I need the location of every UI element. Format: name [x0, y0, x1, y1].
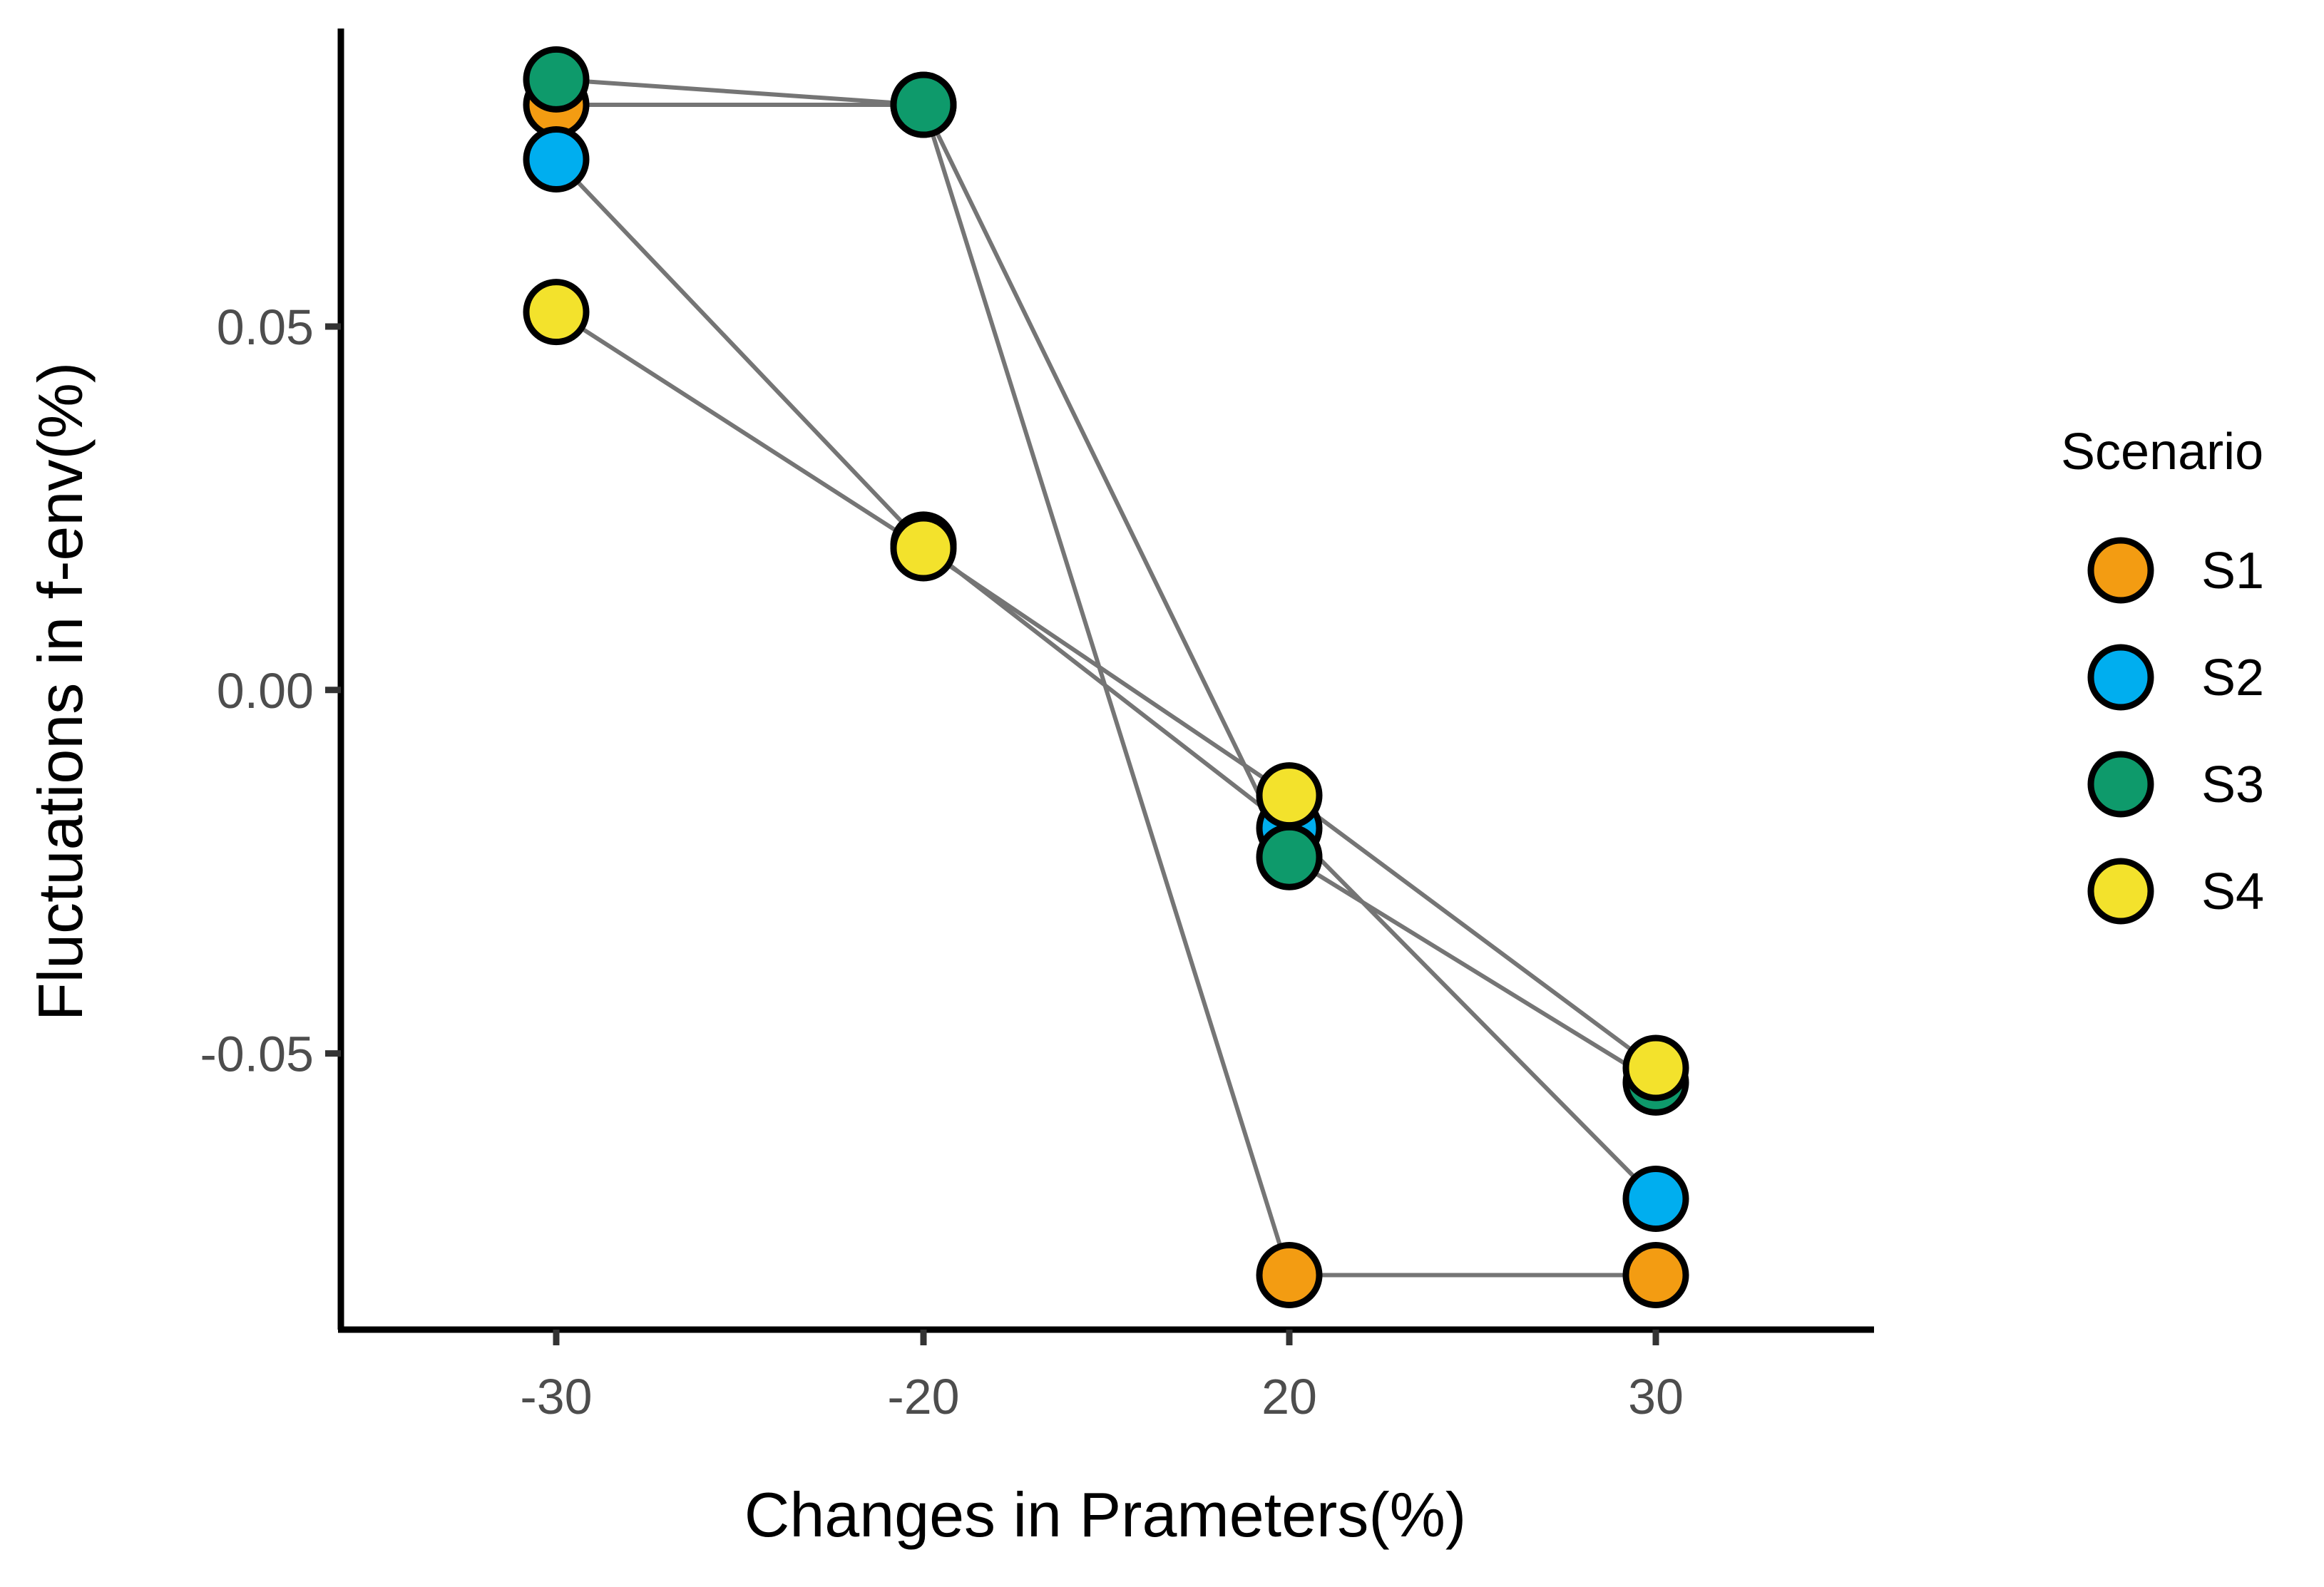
- x-tick-label: -20: [887, 1369, 959, 1424]
- data-point-s2: [1622, 1165, 1689, 1232]
- y-axis-title: Fluctuations in f-env(%): [25, 362, 96, 1021]
- y-tick-label: 0.05: [217, 299, 314, 355]
- x-tick-label: 20: [1261, 1369, 1317, 1424]
- data-point-s4: [1256, 762, 1323, 829]
- y-tick-label: -0.05: [200, 1027, 314, 1082]
- legend: Scenario S1 S2 S3 S4: [2061, 423, 2264, 925]
- data-point-s2: [523, 126, 590, 193]
- x-axis-title: Changes in Prameters(%): [744, 1479, 1466, 1550]
- series-line-s1: [556, 103, 1656, 1278]
- x-tick-label: 30: [1628, 1369, 1684, 1424]
- legend-label-s1: S1: [2201, 543, 2264, 600]
- data-point-s4: [523, 279, 590, 346]
- axes: 0.05 0.00 -0.05 -30 -20 20 30: [200, 29, 1874, 1424]
- legend-key-s1: [2087, 537, 2154, 604]
- legend-key-s2: [2087, 644, 2154, 711]
- data-point-s3: [890, 71, 957, 138]
- data-point-s1: [1256, 1242, 1323, 1309]
- series-line-s3: [556, 77, 1657, 1084]
- legend-label-s3: S3: [2201, 756, 2264, 813]
- plot-area: [523, 46, 1689, 1309]
- data-point-s3: [523, 46, 590, 113]
- x-tick-label: -30: [520, 1369, 592, 1424]
- series-line-s4: [555, 310, 1657, 1070]
- legend-title: Scenario: [2061, 423, 2263, 481]
- y-tick-label: 0.00: [217, 663, 314, 719]
- series-line-s2: [554, 158, 1658, 1201]
- data-point-s4: [890, 515, 957, 582]
- data-point-s1: [1622, 1242, 1689, 1309]
- legend-label-s2: S2: [2201, 649, 2264, 707]
- legend-key-s3: [2087, 751, 2154, 818]
- data-point-s4: [1622, 1034, 1689, 1101]
- legend-key-s4: [2087, 858, 2154, 925]
- legend-label-s4: S4: [2201, 863, 2264, 920]
- data-point-s3: [1256, 823, 1323, 890]
